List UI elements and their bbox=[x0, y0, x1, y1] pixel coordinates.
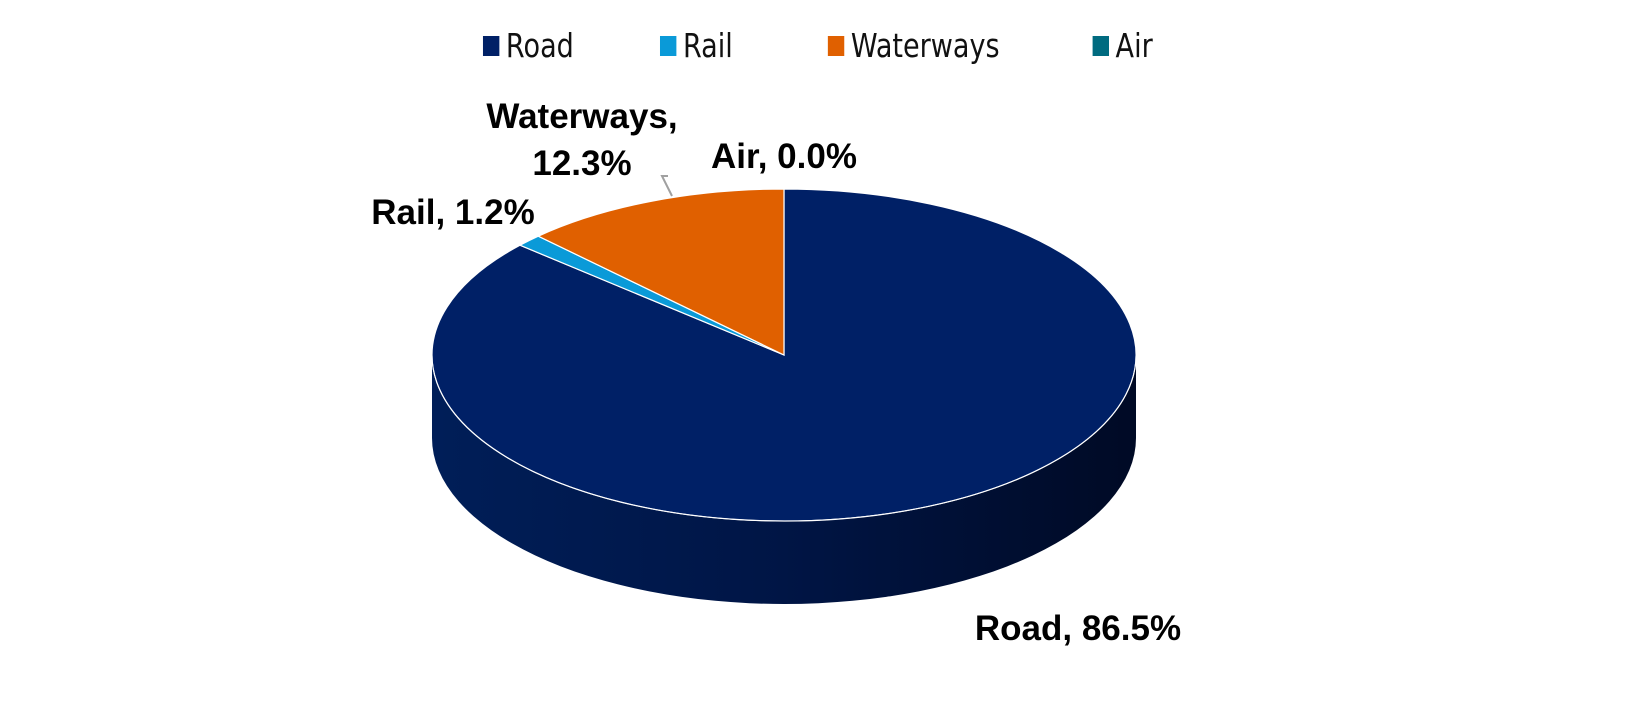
legend-label: Waterways bbox=[850, 26, 1000, 65]
legend-swatch bbox=[1092, 35, 1110, 56]
legend-item-rail: Rail bbox=[660, 26, 733, 65]
data-label-waterways: 12.3% bbox=[532, 144, 631, 183]
legend-swatch bbox=[827, 35, 845, 56]
data-label-air: Air, 0.0% bbox=[711, 137, 857, 176]
legend-label: Rail bbox=[683, 26, 733, 65]
data-label-rail: Rail, 1.2% bbox=[371, 193, 534, 232]
legend-label: Road bbox=[506, 26, 575, 65]
legend-item-air: Air bbox=[1092, 26, 1154, 65]
data-label-road: Road, 86.5% bbox=[975, 609, 1181, 648]
data-label-waterways: Waterways, bbox=[486, 97, 677, 136]
legend-swatch bbox=[483, 35, 500, 56]
legend-swatch bbox=[660, 35, 677, 56]
legend-item-waterways: Waterways bbox=[827, 26, 1000, 65]
pie-slice-waterways bbox=[536, 188, 785, 356]
legend: Road Rail Waterways Air bbox=[0, 26, 1633, 65]
pie-side-road bbox=[432, 355, 1136, 604]
pie-rim bbox=[431, 354, 1137, 522]
leader-line-waterways bbox=[660, 175, 673, 197]
legend-label: Air bbox=[1115, 26, 1154, 65]
legend-item-road: Road bbox=[483, 26, 574, 65]
